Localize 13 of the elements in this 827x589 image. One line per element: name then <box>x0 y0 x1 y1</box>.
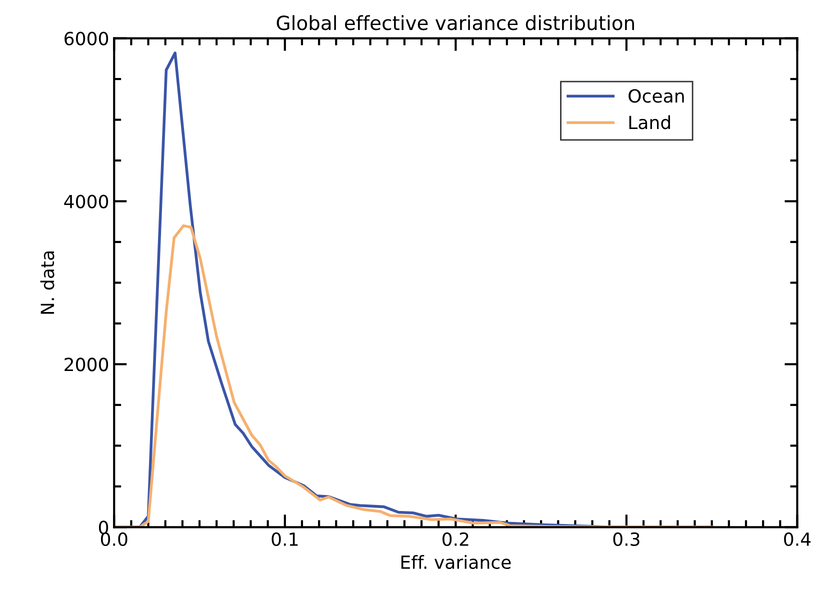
x-tick-label: 0.0 <box>100 532 128 546</box>
y-tick-label: 2000 <box>64 358 108 372</box>
chart-title: Global effective variance distribution <box>276 15 634 30</box>
x-tick-label: 0.1 <box>272 532 298 546</box>
x-axis-title: Eff. variance <box>401 555 511 570</box>
legend-label: Ocean <box>628 89 684 103</box>
y-tick-label: 6000 <box>64 32 108 46</box>
x-tick-label: 0.2 <box>442 532 468 546</box>
y-axis-title: N. data <box>40 252 54 314</box>
y-tick-label: 4000 <box>64 194 108 208</box>
legend-label: Land <box>629 115 670 130</box>
x-tick-label: 0.3 <box>613 532 640 546</box>
x-tick-label: 0.4 <box>784 532 811 546</box>
